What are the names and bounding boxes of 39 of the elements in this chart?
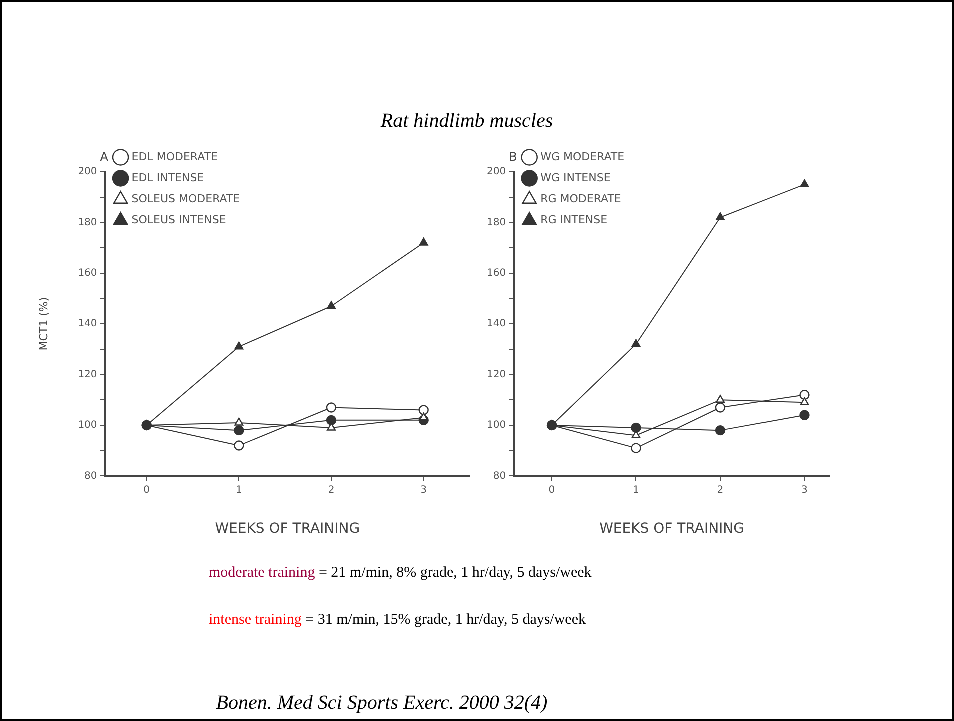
- y-axis-title: MCT1 (%): [37, 297, 50, 351]
- x-tick-label: 0: [144, 484, 150, 496]
- legend-label: RG MODERATE: [540, 192, 622, 206]
- y-tick-label: 200: [78, 166, 98, 178]
- y-tick-label: 100: [486, 420, 506, 432]
- legend-label: WG MODERATE: [540, 150, 625, 164]
- y-tick-label: 160: [78, 268, 98, 279]
- y-tick-label: 180: [486, 217, 506, 228]
- x-tick-label: 1: [236, 484, 242, 496]
- legend-label: WG INTENSE: [540, 171, 611, 184]
- legend-label: SOLEUS MODERATE: [132, 192, 240, 206]
- x-tick-label: 3: [802, 484, 808, 496]
- legend-label: EDL MODERATE: [132, 150, 218, 164]
- x-tick-label: 2: [328, 484, 335, 496]
- text: intense training = 31 m/min, 15% grade, 1 hr/day, 5 days/week: [209, 612, 586, 629]
- legend-label: RG INTENSE: [540, 213, 608, 226]
- x-axis-title: WEEKS OF TRAINING: [600, 521, 745, 538]
- y-tick-label: 80: [84, 470, 98, 482]
- y-tick-label: 140: [78, 318, 98, 330]
- x-tick-label: 1: [633, 484, 640, 496]
- y-tick-label: 180: [78, 217, 98, 228]
- y-tick-label: 120: [78, 369, 98, 380]
- y-tick-label: 140: [486, 318, 506, 330]
- legend-label: EDL INTENSE: [132, 171, 204, 184]
- legend-label: SOLEUS INTENSE: [132, 213, 226, 226]
- chart-subtitle: A: [100, 150, 110, 164]
- x-tick-label: 2: [717, 484, 724, 496]
- y-tick-label: 200: [486, 166, 506, 178]
- text: moderate training = 21 m/min, 8% grade, 1 hr/day, 5 days/week: [209, 565, 592, 582]
- y-tick-label: 80: [493, 470, 506, 482]
- y-tick-label: 100: [78, 420, 98, 432]
- x-axis-title: WEEKS OF TRAINING: [215, 521, 360, 538]
- y-tick-label: 120: [486, 369, 506, 380]
- x-tick-label: 0: [548, 484, 556, 496]
- text: Bonen. Med Sci Sports Exerc. 2000 32(4): [215, 692, 549, 715]
- chart-title: Rat hindlimb muscles: [380, 110, 554, 133]
- chart-subtitle: B: [509, 150, 518, 164]
- x-tick-label: 3: [420, 484, 428, 496]
- y-tick-label: 160: [486, 268, 506, 279]
